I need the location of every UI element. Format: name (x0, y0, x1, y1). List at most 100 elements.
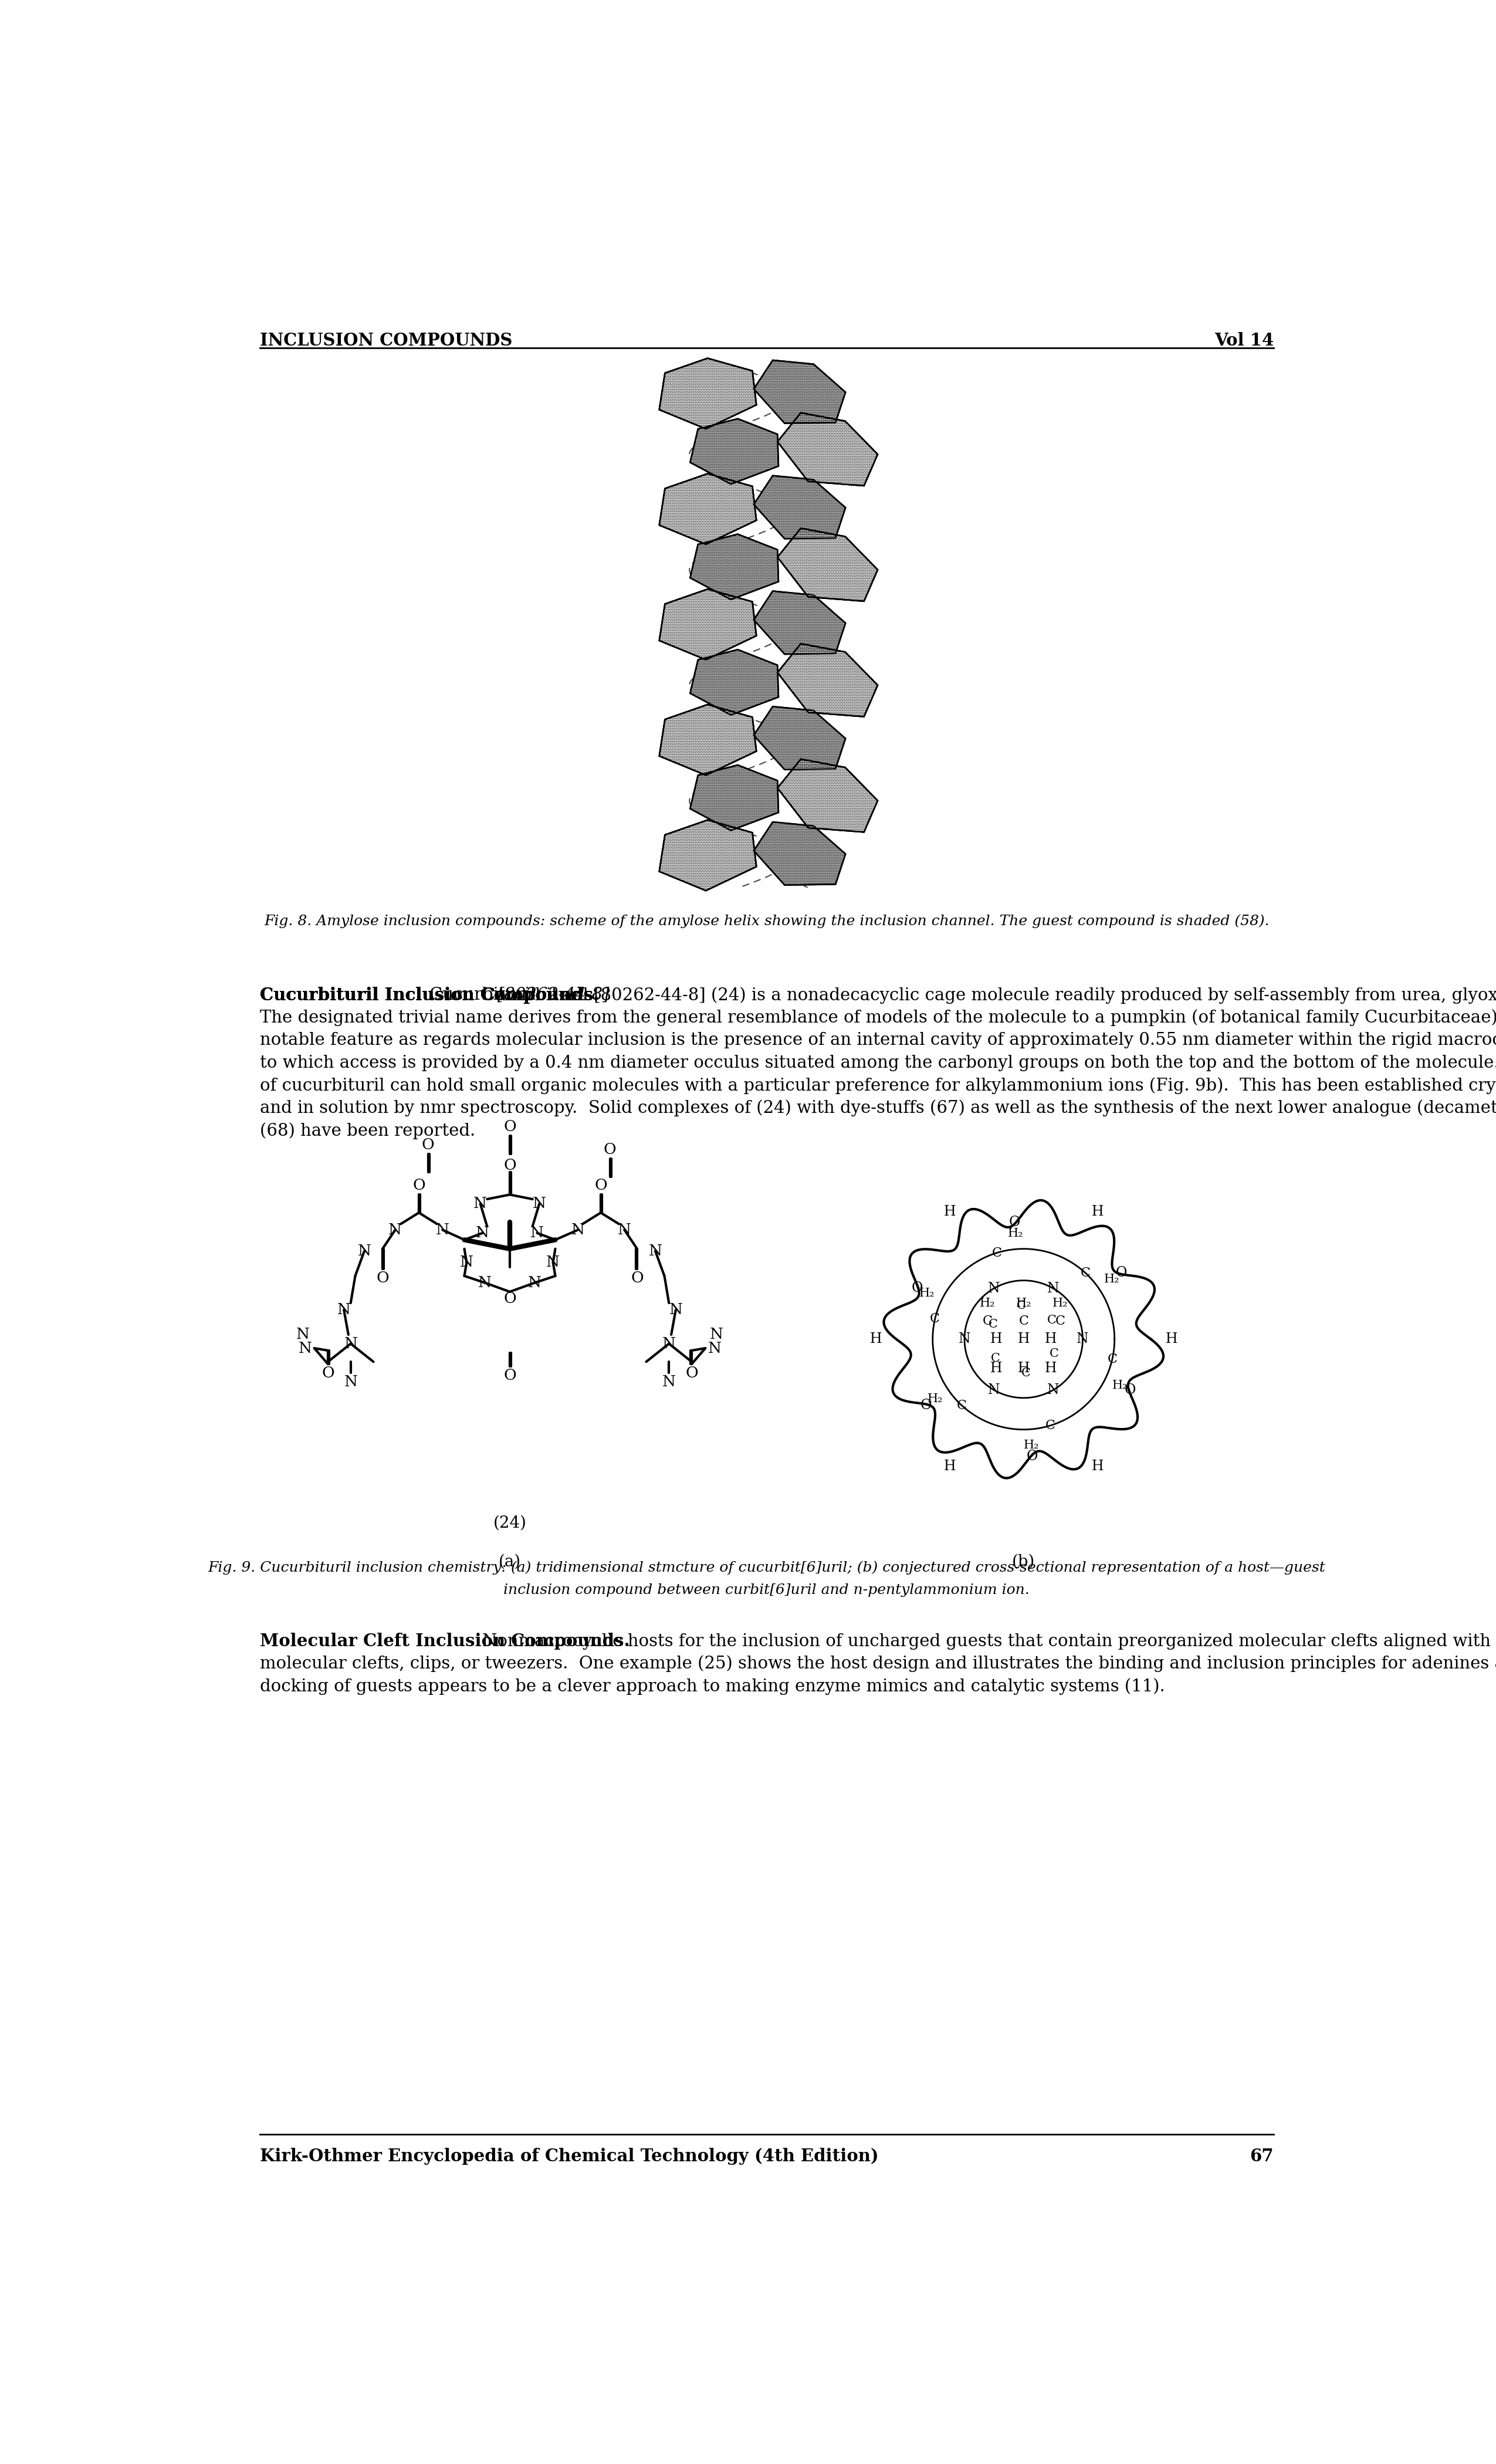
Text: H: H (869, 1333, 881, 1345)
Text: N: N (476, 1225, 489, 1239)
Text: N: N (435, 1222, 449, 1237)
Text: The designated trivial name derives from the general resemblance of models of th: The designated trivial name derives from… (260, 1010, 1496, 1027)
Polygon shape (754, 360, 845, 424)
Text: O: O (322, 1365, 334, 1380)
Text: N: N (1077, 1333, 1089, 1345)
Text: H: H (1044, 1363, 1056, 1375)
Text: N: N (711, 1328, 724, 1343)
Text: O: O (1026, 1449, 1038, 1464)
Text: Kirk-Othmer Encyclopedia of Chemical Technology (4th Edition): Kirk-Othmer Encyclopedia of Chemical Tec… (260, 2149, 878, 2166)
Text: H: H (1044, 1333, 1056, 1345)
Polygon shape (754, 476, 845, 540)
Text: (b): (b) (1011, 1555, 1035, 1570)
Text: C: C (1055, 1316, 1065, 1328)
Text: O: O (504, 1368, 516, 1382)
Text: H₂: H₂ (1023, 1439, 1040, 1451)
Polygon shape (778, 414, 878, 485)
Text: docking of guests appears to be a clever approach to making enzyme mimics and ca: docking of guests appears to be a clever… (260, 1678, 1165, 1695)
Text: N: N (528, 1276, 542, 1291)
Text: O: O (594, 1178, 607, 1193)
Text: H: H (944, 1205, 956, 1220)
Polygon shape (778, 414, 878, 485)
Text: N: N (959, 1333, 971, 1345)
Text: C: C (989, 1318, 998, 1331)
Text: O: O (1116, 1266, 1126, 1279)
Text: Fig. 9. Cucurbituril inclusion chemistry: (a) tridimensional stmcture of cucurbi: Fig. 9. Cucurbituril inclusion chemistry… (208, 1560, 1325, 1574)
Text: Cucurbituril Inclusion Compounds.: Cucurbituril Inclusion Compounds. (260, 986, 616, 1003)
Text: O: O (920, 1400, 932, 1412)
Text: C: C (1019, 1316, 1029, 1328)
Text: N: N (546, 1254, 560, 1269)
Text: H: H (944, 1459, 956, 1473)
Polygon shape (660, 821, 757, 890)
Text: N: N (296, 1328, 310, 1343)
Polygon shape (660, 589, 757, 660)
Text: of cucurbituril can hold small organic molecules with a particular preference fo: of cucurbituril can hold small organic m… (260, 1077, 1496, 1094)
Text: N: N (344, 1375, 358, 1390)
Text: notable feature as regards molecular inclusion is the presence of an internal ca: notable feature as regards molecular inc… (260, 1032, 1496, 1050)
Text: Cucurbituril Inclusion Compounds.: Cucurbituril Inclusion Compounds. (260, 986, 598, 1003)
Text: O: O (685, 1365, 699, 1380)
Text: 67: 67 (1249, 2149, 1273, 2166)
Text: N: N (337, 1303, 350, 1318)
Polygon shape (778, 759, 878, 833)
Polygon shape (778, 643, 878, 717)
Text: O: O (911, 1281, 923, 1296)
Polygon shape (660, 705, 757, 776)
Text: H₂: H₂ (1112, 1380, 1128, 1390)
Text: N: N (987, 1382, 1001, 1397)
Text: O: O (1125, 1382, 1135, 1397)
Text: (24): (24) (494, 1515, 527, 1530)
Text: O: O (603, 1143, 616, 1156)
Polygon shape (754, 823, 845, 885)
Text: C: C (990, 1353, 999, 1365)
Polygon shape (778, 643, 878, 717)
Text: N: N (669, 1303, 682, 1318)
Text: Fig. 8. Amylose inclusion compounds: scheme of the amylose helix showing the inc: Fig. 8. Amylose inclusion compounds: sch… (263, 914, 1270, 929)
Text: Molecular Cleft Inclusion Compounds.: Molecular Cleft Inclusion Compounds. (260, 1634, 630, 1651)
Text: Nonmacrocyclic hosts for the inclusion of uncharged guests that contain preorgan: Nonmacrocyclic hosts for the inclusion o… (483, 1634, 1496, 1651)
Text: O: O (375, 1271, 389, 1286)
Text: N: N (531, 1225, 545, 1239)
Text: O: O (631, 1271, 643, 1286)
Polygon shape (660, 821, 757, 890)
Text: H: H (1165, 1333, 1177, 1345)
Polygon shape (690, 764, 778, 830)
Text: H₂: H₂ (1016, 1299, 1031, 1308)
Text: Vol 14: Vol 14 (1215, 333, 1273, 350)
Text: and in solution by nmr spectroscopy.  Solid complexes of (24) with dye-stuffs (6: and in solution by nmr spectroscopy. Sol… (260, 1099, 1496, 1116)
Text: N: N (299, 1340, 313, 1355)
Text: N: N (987, 1281, 1001, 1296)
Text: (68) have been reported.: (68) have been reported. (260, 1124, 476, 1138)
Text: INCLUSION COMPOUNDS: INCLUSION COMPOUNDS (260, 333, 512, 350)
Text: C: C (1050, 1348, 1059, 1360)
Text: H₂: H₂ (980, 1299, 995, 1308)
Text: N: N (479, 1276, 492, 1291)
Text: C: C (1016, 1301, 1026, 1311)
Polygon shape (660, 357, 757, 429)
Text: N: N (474, 1198, 488, 1210)
Text: [80262-44-8]: [80262-44-8] (498, 986, 609, 1003)
Polygon shape (660, 473, 757, 545)
Text: C: C (957, 1400, 966, 1412)
Text: N: N (533, 1198, 546, 1210)
Polygon shape (778, 527, 878, 601)
Text: C: C (1107, 1353, 1118, 1365)
Text: Cucurbituril Inclusion Compounds.: Cucurbituril Inclusion Compounds. (260, 986, 598, 1003)
Text: N: N (649, 1244, 663, 1259)
Polygon shape (754, 591, 845, 653)
Text: H₂: H₂ (1104, 1274, 1119, 1284)
Text: H₂: H₂ (1052, 1299, 1068, 1308)
Text: H₂: H₂ (1008, 1227, 1023, 1239)
Text: N: N (571, 1222, 585, 1237)
Text: molecular clefts, clips, or tweezers.  One example (25) shows the host design an: molecular clefts, clips, or tweezers. On… (260, 1656, 1496, 1673)
Polygon shape (660, 357, 757, 429)
Text: N: N (459, 1254, 473, 1269)
Polygon shape (660, 589, 757, 660)
Text: N: N (389, 1222, 402, 1237)
Polygon shape (690, 535, 778, 599)
Text: O: O (504, 1291, 516, 1306)
Polygon shape (778, 527, 878, 601)
Text: N: N (344, 1335, 358, 1350)
Text: C: C (931, 1313, 939, 1326)
